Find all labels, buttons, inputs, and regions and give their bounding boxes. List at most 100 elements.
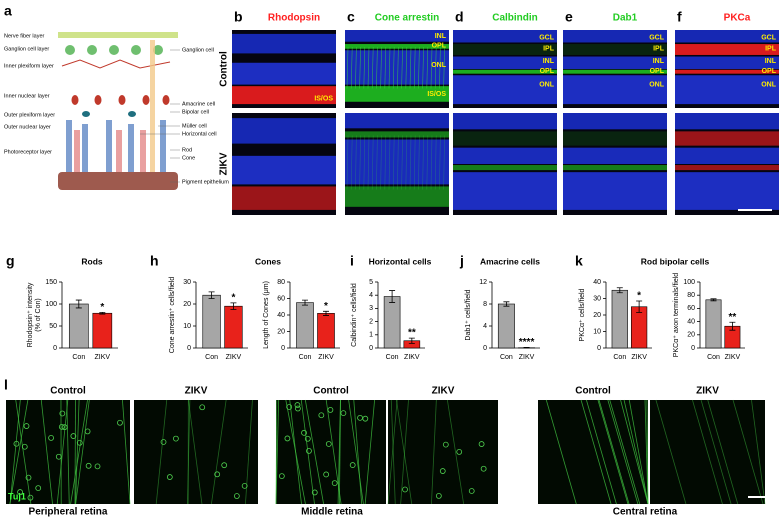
cell-body [61,424,68,431]
fiber [597,399,629,505]
x-tick-label: ZIKV [631,354,647,361]
cone-process [405,135,408,190]
y-tick-label: 0 [597,345,601,352]
condition-label: Control [575,386,611,397]
cone-process [346,47,349,89]
fiber [400,399,409,505]
cell-label: Rod [182,147,192,153]
panel-letter: e [565,9,573,25]
fiber [70,399,88,505]
panel-letter: l [4,377,8,393]
bar [630,306,648,349]
tissue-band [345,44,449,49]
y-tick-label: 12 [479,279,487,286]
fiber [707,399,739,505]
panel-letter: f [677,9,682,25]
cone-process [363,135,366,190]
y-tick-label: 4 [369,292,373,299]
cell-label: Cone [182,155,195,161]
tissue-band [563,113,667,130]
layer-tag: INL [543,58,555,65]
cone-process [359,47,361,89]
fiber [40,399,53,505]
micrograph [538,400,648,504]
layer-tag: GCL [761,35,777,42]
y-tick-label: 2 [369,318,373,325]
cone-process [363,47,366,89]
cell-body [286,404,293,410]
fiber [338,399,342,505]
cell-body [21,443,28,450]
stain-label: Tuj1 [8,491,26,501]
fiber [187,399,191,505]
cell-body [480,465,487,472]
error-bar [523,347,530,349]
tissue-band [675,147,779,164]
cone-process [397,135,399,190]
cone-process [409,135,412,190]
cell-label: Müller cell [182,123,207,129]
layer-tag: ONL [649,81,665,88]
chart-title: Horizontal cells [369,256,432,266]
cone-process [350,135,353,190]
cone-process [422,47,424,89]
cell-body [172,435,179,442]
x-tick-label: ZIKV [725,354,741,361]
tissue-band [563,56,667,69]
layer-tag: OPL [650,68,665,75]
x-tick-label: Con [500,354,513,361]
layer-tag: ONL [761,81,777,88]
fiber [586,399,617,505]
y-tick-label: 4 [483,323,487,330]
tissue-band [563,69,667,74]
y-tick-label: 150 [45,279,57,286]
cell-body [23,423,30,429]
cell-label: Horizontal cell [182,131,217,137]
significance: * [100,302,104,313]
chart-title: Cones [255,256,281,266]
bar [224,305,243,349]
cone-process [409,47,412,89]
fiber [9,399,29,505]
x-tick-label: ZIKV [519,354,535,361]
error-bar [323,310,329,316]
tissue-band [675,75,779,105]
cone-process [355,47,357,89]
cell-body [327,406,334,413]
bar [68,303,89,349]
layer-tag: GCL [539,35,555,42]
x-tick-label: Con [205,354,218,361]
layer-tag: IPL [543,46,555,53]
tissue-band [232,118,336,144]
significance: **** [519,337,535,348]
layer-tag: INL [435,33,447,40]
y-tick-label: 3 [369,305,373,312]
fiber [607,399,639,505]
layer-tag: GCL [649,35,665,42]
tissue-band [675,69,779,74]
cell-body [402,486,408,493]
error-bar [230,302,237,310]
layer-label: Ganglion cell layer [4,46,49,52]
y-axis-label: Dab1⁺ cells/field [465,289,472,340]
cell-body [48,435,54,441]
cell-body [160,439,167,445]
error-bar [503,301,510,307]
tissue-band [232,186,336,210]
cell-body [294,405,301,412]
fiber [245,399,253,505]
cone-process [426,135,429,190]
panel-letter: a [4,3,12,19]
layer-label: Outer plexiform layer [4,112,55,118]
y-tick-label: 30 [183,279,191,286]
cell-body [284,435,291,442]
tissue-band [453,165,557,171]
panel-letter: d [455,9,464,25]
tissue-band [453,56,557,69]
tissue-band [345,113,449,129]
fiber [75,399,90,505]
cone-process [388,135,391,190]
bar [705,299,722,349]
cell-body [55,453,62,460]
y-axis-label: Length of Cones (μm) [263,281,270,349]
